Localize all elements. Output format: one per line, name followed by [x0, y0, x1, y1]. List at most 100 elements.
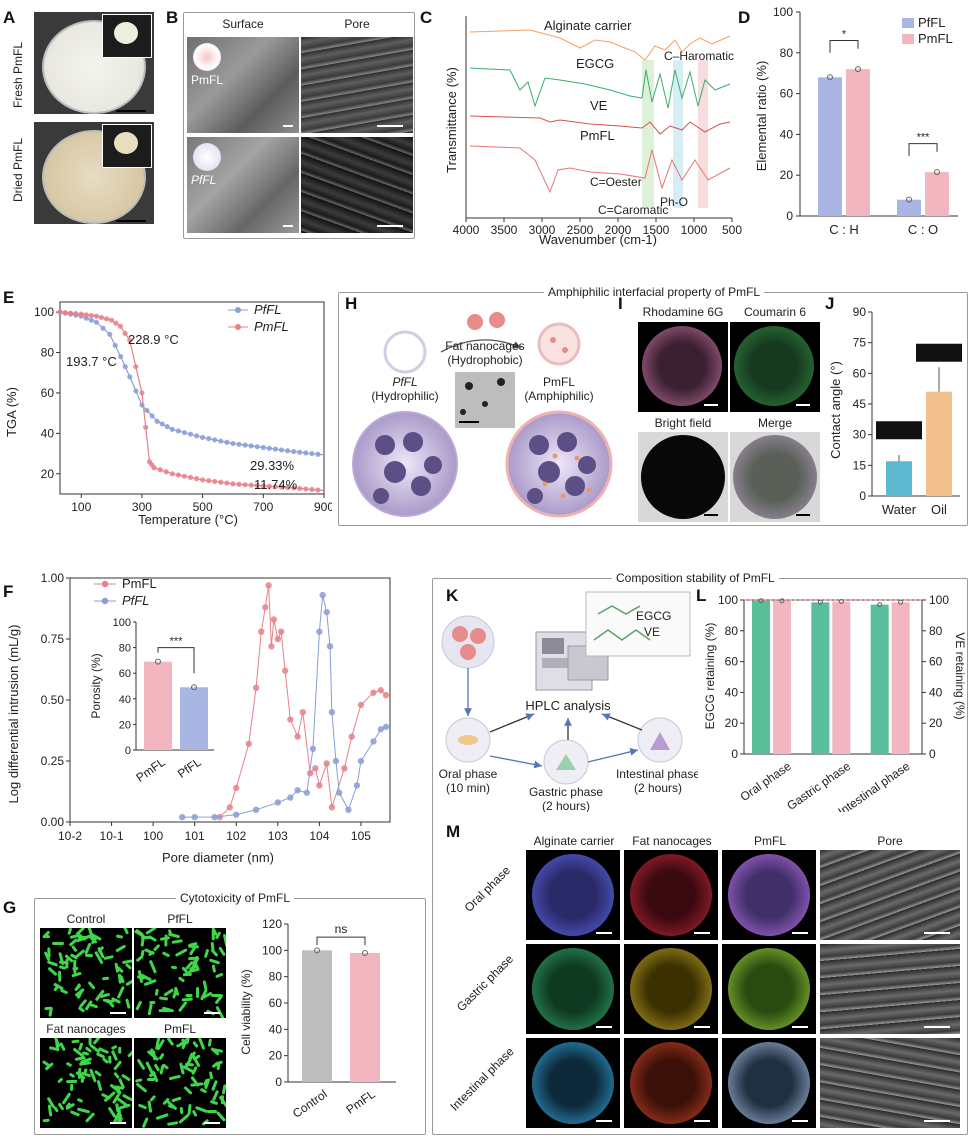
e-marker [57, 309, 63, 315]
d-sig-label: *** [917, 132, 931, 144]
e-ann-1174: 11.74% [254, 477, 298, 492]
d-bar [846, 69, 870, 216]
e-marker [73, 311, 79, 317]
e-marker [224, 439, 230, 445]
g-ylabel: Cell viability (%) [239, 969, 253, 1054]
e-xtick-label: 300 [132, 500, 152, 514]
h-fat-sub: (Hydrophobic) [447, 353, 522, 367]
k-oral: Oral phase [439, 767, 498, 781]
e-xtick-label: 700 [253, 500, 273, 514]
i-coumarin-label: Coumarin 6 [743, 305, 807, 319]
panel-b-label: B [166, 8, 179, 27]
j-ytick-label: 75 [853, 336, 867, 350]
l-y2tick-label: 80 [929, 624, 943, 638]
e-marker [193, 476, 200, 482]
i-rhodamine-label: Rhodamine 6G [642, 305, 724, 319]
d-ytick-label: 60 [780, 87, 794, 101]
m-col3: PmFL [753, 834, 786, 848]
pffl-pores [373, 432, 442, 504]
k-molecule-box [585, 591, 691, 657]
l-xtick-label: Oral phase [738, 759, 794, 804]
e-marker [272, 446, 279, 452]
f-marker [345, 806, 352, 813]
f-xtick-label: 100 [143, 829, 163, 843]
j-droplet-photo [916, 343, 962, 362]
d-ytick-label: 0 [786, 209, 793, 223]
f-inset-point [191, 684, 197, 691]
fresh-label: Fresh PmFL [11, 42, 25, 109]
e-xtick-label: 500 [193, 500, 213, 514]
f-inset-point [155, 658, 161, 665]
e-marker [122, 364, 128, 370]
ftir-x-ticks: 4000 3500 3000 2500 2000 1500 1000 500 [453, 218, 742, 237]
e-marker [206, 478, 212, 484]
g-ytick-label: 120 [262, 917, 282, 931]
f-marker [226, 804, 234, 811]
j-bar [886, 461, 912, 496]
j-ytick-label: 30 [853, 428, 867, 442]
e-marker [297, 485, 303, 492]
e-marker [93, 319, 100, 325]
d-legend-label: PmFL [918, 31, 953, 46]
e-marker [157, 467, 163, 473]
e-xlabel: Temperature (°C) [138, 512, 238, 527]
f-ytick-label: 0.75 [41, 632, 65, 646]
panel-a-label: A [3, 8, 16, 27]
l-ytick-label: 80 [725, 624, 739, 638]
f-marker [377, 687, 384, 694]
e-marker [291, 448, 297, 455]
sem-pmfl-surface: PmFL [187, 37, 299, 133]
g-img4-label: PmFL [163, 1022, 196, 1036]
e-marker [127, 337, 133, 343]
h-fat-name: Fat nanocages [445, 339, 524, 353]
schematic-amphiphilic: PfFL (Hydrophilic) Fat nanocages (Hydrop… [352, 312, 613, 518]
g-ytick-label: 80 [269, 970, 283, 984]
l-point [877, 602, 883, 608]
e-ytick-label: 80 [41, 346, 55, 360]
m-sem-pore-image [820, 850, 960, 940]
e-marker [169, 426, 175, 432]
f-ytick-label: 1.00 [41, 571, 65, 585]
h-arrow [440, 339, 522, 353]
e-marker [144, 407, 150, 414]
e-marker [309, 486, 315, 493]
f-marker [316, 628, 323, 635]
d-legend-swatch [902, 34, 914, 44]
m-fluorescence-image [722, 850, 816, 940]
k-gastric-t: (2 hours) [542, 799, 590, 812]
d-ytick-label: 80 [780, 46, 794, 60]
sem-pffl-pore [301, 137, 413, 233]
ftir-ann-ch: C–Haromatic [664, 49, 734, 63]
panel-b-frame [183, 12, 415, 239]
f-marker [353, 782, 361, 789]
m-sem-pore-image [820, 1038, 960, 1128]
e-legend-label: PfFL [254, 302, 281, 317]
k-intestinal: Intestinal phase [616, 767, 698, 781]
f-marker [382, 723, 390, 731]
f-inset-xtick-label: PmFL [133, 755, 168, 785]
l-bar [752, 600, 770, 754]
d-ytick-label: 40 [780, 127, 794, 141]
ftir-pmfl-line [469, 145, 731, 194]
e-marker [164, 424, 170, 430]
e-ylabel: TGA (%) [4, 387, 19, 437]
ftir-ve-line [469, 115, 731, 135]
f-marker [211, 813, 218, 821]
f-legend-label: PfFL [122, 593, 149, 608]
chart-cell-viability: Cell viability (%) 0 20 40 60 80 100 120 Contro… [239, 917, 396, 1121]
e-marker [266, 483, 272, 489]
f-xtick-label: 102 [226, 829, 246, 843]
j-droplet-photo [876, 421, 922, 440]
e-legend-label: PmFL [254, 319, 289, 334]
e-marker [149, 413, 155, 419]
m-fluorescence-image [624, 850, 718, 940]
e-marker [122, 330, 128, 336]
f-marker [306, 770, 314, 777]
m-fluorescence-image [624, 944, 718, 1034]
f-marker [294, 787, 301, 794]
e-marker [242, 482, 248, 488]
l-bar [811, 602, 830, 754]
e-marker [181, 429, 188, 436]
d-bar [818, 77, 842, 216]
f-marker [377, 726, 384, 733]
